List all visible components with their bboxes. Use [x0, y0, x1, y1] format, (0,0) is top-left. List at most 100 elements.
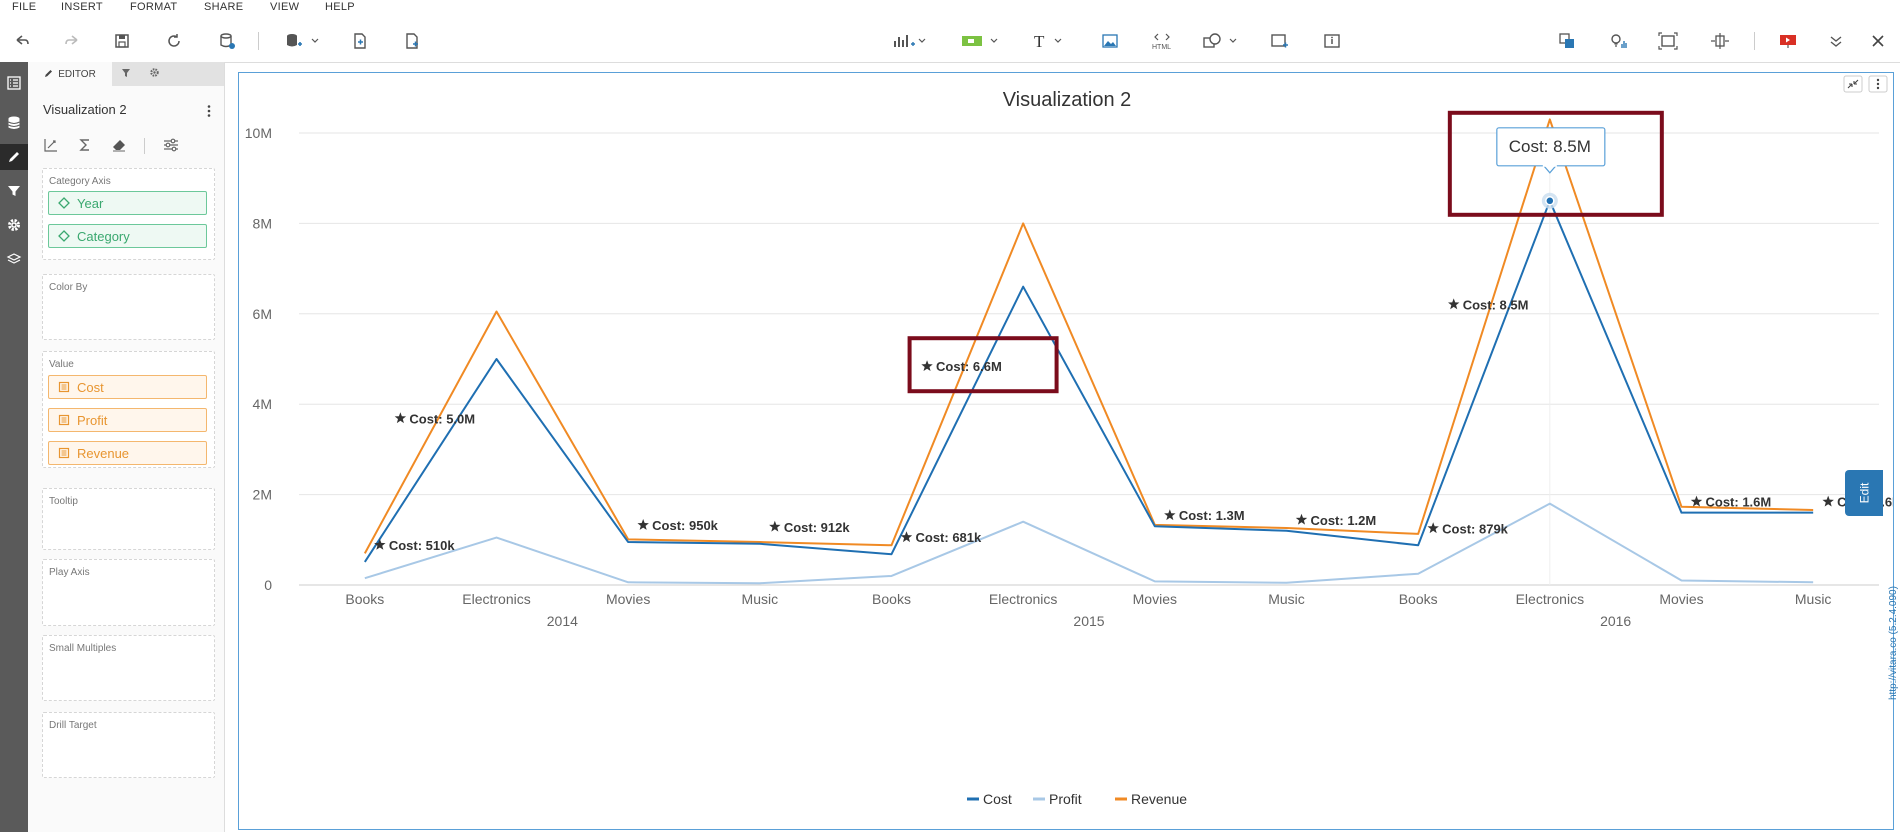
legend-item-revenue[interactable]: Revenue [1115, 791, 1187, 807]
chip-revenue[interactable]: Revenue [48, 441, 207, 465]
align-icon[interactable] [1708, 29, 1732, 53]
editor-pencil-icon[interactable] [0, 144, 28, 170]
legend-item-profit[interactable]: Profit [1033, 791, 1082, 807]
chip-cost[interactable]: Cost [48, 375, 207, 399]
refresh-icon[interactable] [162, 29, 186, 53]
add-data-icon[interactable] [282, 29, 322, 53]
data-source-icon[interactable] [215, 29, 239, 53]
section-play-axis[interactable]: Play Axis [42, 559, 215, 626]
insert-container-icon[interactable] [1268, 29, 1292, 53]
menu-share[interactable]: SHARE [204, 1, 244, 13]
data-label[interactable]: Cost: 5.0M [394, 411, 475, 426]
vitara-link[interactable]: http://vitara.co (5.2.4.090) [1888, 586, 1899, 700]
section-label: Small Multiples [49, 643, 117, 654]
visualization-canvas[interactable]: Visualization 2 0 2M 4M 6M 8M 10M Books Electr… [238, 72, 1900, 830]
data-label[interactable]: Cost: 950k [637, 518, 719, 533]
chip-category[interactable]: Category [48, 224, 207, 248]
section-small-multiples[interactable]: Small Multiples [42, 635, 215, 701]
tab-filter[interactable] [112, 62, 140, 86]
x-tick-label: Music [742, 591, 779, 607]
filter-icon[interactable] [0, 178, 28, 204]
section-category-axis[interactable]: Category Axis Year Category [42, 168, 215, 260]
present-icon[interactable] [1776, 29, 1800, 53]
edit-side-tab[interactable]: Edit [1845, 470, 1883, 516]
data-label-text: Cost: 5.0M [409, 411, 475, 426]
chip-profit[interactable]: Profit [48, 408, 207, 432]
data-label[interactable]: Cost: 879k [1427, 521, 1509, 536]
data-label[interactable]: Cost: 1.3M [1164, 508, 1245, 523]
series-line-cost[interactable] [363, 199, 1814, 563]
menu-help[interactable]: HELP [325, 1, 355, 13]
database-icon[interactable] [0, 110, 28, 136]
legend-label: Cost [983, 791, 1012, 807]
series-line-profit[interactable] [364, 502, 1814, 585]
section-tooltip[interactable]: Tooltip [42, 488, 215, 550]
section-label: Drill Target [49, 720, 97, 731]
menu-view[interactable]: VIEW [270, 1, 300, 13]
legend-item-cost[interactable]: Cost [967, 791, 1012, 807]
star-icon [394, 412, 407, 424]
tooltip-text: Cost: 8.5M [1509, 137, 1591, 156]
x-axis-ticks: Books Electronics Movies Music Books Electron… [345, 591, 1831, 629]
collapse-toolbar-icon[interactable] [1824, 29, 1848, 53]
redo-icon[interactable] [60, 29, 84, 53]
data-label-text: Cost: 8.5M [1463, 297, 1529, 312]
axis-icon[interactable] [42, 136, 60, 159]
data-label[interactable]: Cost: 1.2M [1295, 513, 1376, 528]
insert-chart-icon[interactable] [890, 29, 930, 53]
section-drill-target[interactable]: Drill Target [42, 712, 215, 778]
tab-settings[interactable] [140, 62, 168, 86]
line-chart[interactable]: Visualization 2 0 2M 4M 6M 8M 10M Books Electr… [239, 73, 1900, 829]
fit-to-screen-icon[interactable] [1656, 29, 1680, 53]
star-icon [1448, 298, 1460, 310]
tools-divider [144, 138, 145, 154]
menu-format[interactable]: FORMAT [130, 1, 178, 13]
menu-bar: FILE INSERT FORMAT SHARE VIEW HELP [0, 0, 1900, 21]
data-label[interactable]: Cost: 6.6M [921, 359, 1002, 374]
new-page-icon[interactable] [400, 29, 424, 53]
data-label[interactable]: Cost: 912k [769, 520, 850, 535]
data-labels: Cost: 510k Cost: 5.0M Cost: 950k Cost: 912k… [374, 297, 1900, 553]
gear-icon [149, 67, 160, 81]
pages-list-icon[interactable] [0, 70, 28, 96]
undo-icon[interactable] [10, 29, 34, 53]
layers-icon[interactable] [0, 246, 28, 272]
insert-image-icon[interactable] [1098, 29, 1122, 53]
settings-gear-icon[interactable] [0, 212, 28, 238]
save-icon[interactable] [110, 29, 134, 53]
data-label-text: Cost: 912k [784, 520, 851, 535]
chart-menu-icon[interactable] [1868, 75, 1888, 93]
eraser-icon[interactable] [110, 136, 128, 159]
data-label[interactable]: Cost: 510k [374, 538, 455, 553]
x-tick-label: Movies [1659, 591, 1703, 607]
sigma-icon[interactable] [76, 136, 94, 159]
close-icon[interactable] [1866, 29, 1890, 53]
section-value[interactable]: Value Cost Profit Revenue [42, 351, 215, 468]
data-label[interactable]: Cost: 681k [900, 530, 982, 545]
chip-year[interactable]: Year [48, 191, 207, 215]
info-panel-icon[interactable] [1320, 29, 1344, 53]
section-color-by[interactable]: Color By [42, 274, 215, 340]
section-label: Play Axis [49, 567, 90, 578]
copy-page-icon[interactable] [348, 29, 372, 53]
data-label[interactable]: Cost: 1.6M [1690, 495, 1771, 510]
more-options-icon[interactable] [202, 102, 216, 120]
menu-insert[interactable]: INSERT [61, 1, 103, 13]
insights-bulb-icon[interactable] [1606, 29, 1630, 53]
legend-label: Profit [1049, 791, 1082, 807]
data-label[interactable]: Cost: 8.5M [1448, 297, 1528, 312]
tab-editor-label: EDITOR [58, 68, 96, 80]
insert-text-icon[interactable]: T [1030, 29, 1070, 53]
menu-file[interactable]: FILE [12, 1, 37, 13]
insert-html-icon[interactable]: HTML [1148, 29, 1176, 53]
metric-icon [57, 446, 71, 460]
tab-editor[interactable]: EDITOR [28, 62, 112, 86]
hovered-point[interactable] [1545, 196, 1555, 206]
section-label: Color By [49, 282, 88, 293]
insert-shape-icon[interactable] [1200, 29, 1242, 53]
collapse-icon[interactable] [1843, 75, 1863, 93]
insert-filter-panel-icon[interactable] [958, 29, 1002, 53]
layers-order-icon[interactable] [1555, 29, 1579, 53]
sliders-icon[interactable] [162, 136, 180, 159]
series-line-revenue[interactable] [363, 118, 1814, 554]
